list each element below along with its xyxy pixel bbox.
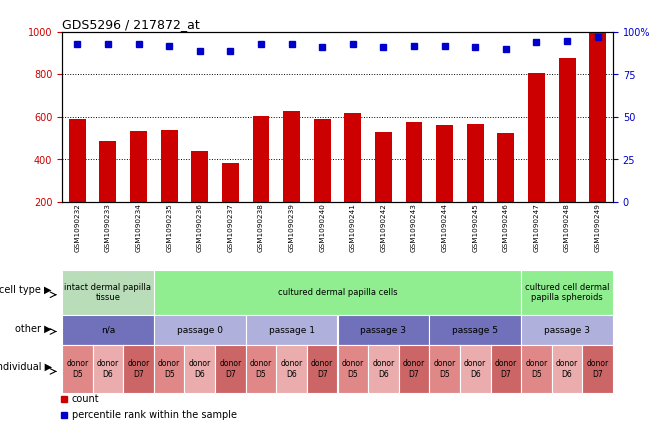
Text: donor
D7: donor D7 [128, 359, 149, 379]
Bar [69, 119, 86, 244]
Bar [253, 115, 270, 244]
Bar [314, 119, 330, 244]
Bar [100, 141, 116, 244]
Bar [559, 58, 576, 244]
Text: donor
D5: donor D5 [342, 359, 364, 379]
Text: individual ▶: individual ▶ [0, 362, 52, 371]
Text: donor
D5: donor D5 [525, 359, 547, 379]
Text: n/a: n/a [100, 326, 115, 335]
Text: GDS5296 / 217872_at: GDS5296 / 217872_at [62, 18, 200, 31]
Text: passage 3: passage 3 [360, 326, 407, 335]
Text: donor
D6: donor D6 [188, 359, 211, 379]
Bar [589, 33, 606, 244]
Text: cultured dermal papilla cells: cultured dermal papilla cells [278, 288, 397, 297]
Bar [436, 126, 453, 244]
Text: other ▶: other ▶ [15, 324, 52, 333]
Bar [191, 151, 208, 244]
Text: passage 3: passage 3 [544, 326, 590, 335]
Text: donor
D7: donor D7 [311, 359, 333, 379]
Bar [375, 132, 392, 244]
Bar [498, 133, 514, 244]
Text: donor
D5: donor D5 [158, 359, 180, 379]
Text: donor
D7: donor D7 [403, 359, 425, 379]
Text: donor
D5: donor D5 [250, 359, 272, 379]
Text: donor
D6: donor D6 [280, 359, 303, 379]
Text: donor
D6: donor D6 [372, 359, 395, 379]
Text: passage 1: passage 1 [268, 326, 315, 335]
Text: donor
D6: donor D6 [464, 359, 486, 379]
Text: donor
D7: donor D7 [586, 359, 609, 379]
Text: donor
D5: donor D5 [434, 359, 456, 379]
Text: donor
D6: donor D6 [97, 359, 119, 379]
Bar [406, 122, 422, 244]
Bar [130, 131, 147, 244]
Text: cell type ▶: cell type ▶ [0, 285, 52, 295]
Bar [222, 163, 239, 244]
Text: donor
D6: donor D6 [556, 359, 578, 379]
Text: intact dermal papilla
tissue: intact dermal papilla tissue [64, 283, 151, 302]
Bar [161, 130, 178, 244]
Text: count: count [72, 394, 100, 404]
Text: passage 5: passage 5 [452, 326, 498, 335]
Text: donor
D7: donor D7 [494, 359, 517, 379]
Bar [283, 111, 300, 244]
Text: cultured cell dermal
papilla spheroids: cultured cell dermal papilla spheroids [525, 283, 609, 302]
Bar [344, 113, 361, 244]
Bar [467, 124, 484, 244]
Text: passage 0: passage 0 [176, 326, 223, 335]
Text: percentile rank within the sample: percentile rank within the sample [72, 410, 237, 420]
Text: donor
D5: donor D5 [66, 359, 89, 379]
Text: donor
D7: donor D7 [219, 359, 241, 379]
Bar [528, 73, 545, 244]
